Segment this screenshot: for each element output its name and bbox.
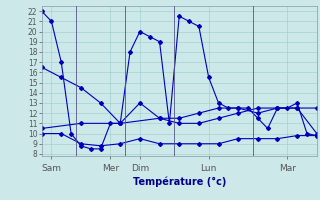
X-axis label: Température (°c): Température (°c) [132,177,226,187]
